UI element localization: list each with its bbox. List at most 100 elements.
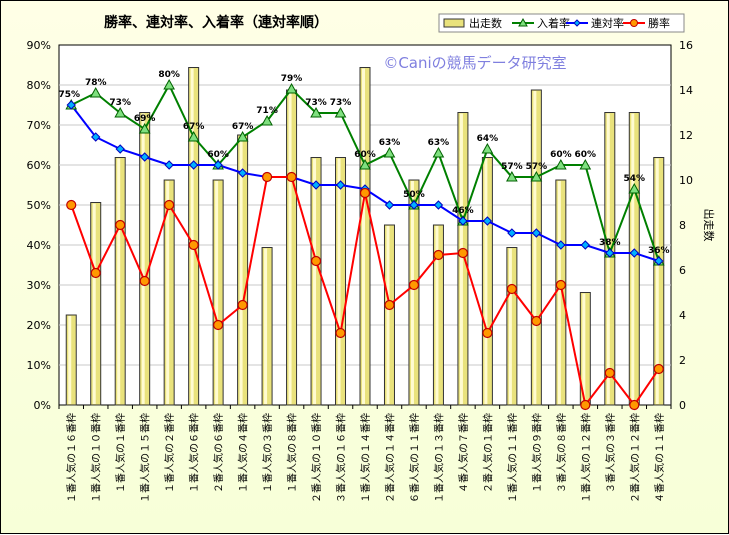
marker-triangle — [530, 170, 543, 182]
bar — [261, 247, 273, 406]
bar — [383, 224, 395, 406]
marker-triangle — [310, 106, 322, 118]
bar-highlight — [141, 113, 145, 404]
marker-circle — [506, 283, 517, 295]
bar — [481, 157, 493, 406]
x-tick-label: １番人気の６番枠 — [188, 413, 201, 493]
x-tick-label: ３番人気の８番枠 — [555, 413, 568, 493]
bar-highlight — [337, 158, 341, 404]
y2-tick-label: 12 — [679, 129, 693, 142]
marker-diamond — [531, 228, 542, 238]
x-tick-label: １番人気の３番枠 — [261, 413, 274, 493]
bar — [653, 157, 665, 406]
bar — [163, 179, 175, 406]
legend-swatch — [443, 18, 465, 28]
x-tick-label: ２番人気の１番枠 — [481, 413, 494, 493]
marker-triangle — [236, 130, 249, 142]
marker-circle — [310, 255, 322, 267]
data-label: 50% — [403, 190, 425, 200]
marker-triangle — [114, 106, 127, 118]
marker-circle — [164, 199, 175, 211]
bar — [188, 67, 200, 406]
data-label: 63% — [428, 138, 450, 148]
bar-highlight — [508, 248, 512, 404]
bar-highlight — [435, 226, 439, 404]
data-label: 80% — [158, 70, 180, 80]
x-tick-label: １番人気の８番枠 — [286, 413, 299, 493]
data-label: 54% — [624, 174, 646, 184]
marker-diamond — [556, 240, 566, 250]
legend-marker — [518, 17, 528, 27]
line-series — [65, 78, 665, 411]
y2-tick-label: 0 — [679, 399, 686, 412]
bar-highlight — [288, 91, 292, 404]
y-tick-label: 0% — [34, 399, 51, 412]
bar-highlight — [582, 293, 586, 404]
marker-diamond — [458, 216, 468, 226]
marker-diamond — [654, 256, 664, 266]
marker-circle — [457, 247, 469, 259]
y-tick-label: 60% — [27, 159, 51, 172]
marker-diamond — [482, 216, 493, 226]
marker-triangle — [432, 146, 445, 158]
x-tick-label: １番人気の１１番枠 — [506, 413, 519, 503]
marker-diamond — [213, 160, 223, 170]
marker-triangle — [138, 122, 151, 134]
x-tick-label: １番人気の４番枠 — [237, 413, 250, 493]
marker-diamond — [629, 248, 639, 258]
data-label: 57% — [501, 162, 523, 172]
data-label: 78% — [85, 78, 107, 88]
data-label: 60% — [575, 150, 597, 160]
data-label: 79% — [281, 74, 303, 84]
bar-highlight — [410, 181, 414, 404]
y2-tick-label: 4 — [679, 309, 686, 322]
y-tick-label: 80% — [27, 79, 51, 92]
watermark-text: ©Caniの競馬データ研究室 — [383, 54, 566, 72]
marker-circle — [115, 219, 126, 231]
bar — [628, 112, 640, 406]
data-label: 60% — [354, 150, 376, 160]
bar — [139, 112, 151, 406]
y2-tick-label: 14 — [679, 84, 693, 97]
marker-circle — [580, 399, 591, 411]
bar — [212, 179, 224, 406]
marker-triangle — [506, 170, 518, 182]
bar-highlight — [68, 316, 72, 404]
marker-diamond — [605, 248, 615, 258]
data-labels: 75%78%73%69%80%67%60%67%71%79%73% 73%60%6… — [58, 70, 669, 256]
bar — [408, 179, 420, 406]
bar-highlight — [166, 181, 170, 404]
x-tick-label: １番人気の１２番枠 — [579, 413, 592, 503]
bar-highlight — [484, 158, 488, 404]
marker-diamond — [433, 200, 444, 210]
marker-triangle — [481, 142, 494, 154]
data-label: 38% — [599, 238, 621, 248]
marker-circle — [653, 363, 664, 375]
bar-highlight — [557, 181, 561, 404]
legend-item: 勝率 — [623, 16, 670, 30]
bar-highlight — [362, 68, 365, 404]
legend-marker — [573, 19, 581, 27]
legend-label: 勝率 — [648, 16, 670, 30]
x-tick-label: １番人気の１６番枠 — [65, 413, 78, 503]
x-tick-label: １番人気の１０番枠 — [90, 413, 103, 503]
legend-item: 出走数 — [443, 16, 502, 30]
bar — [114, 157, 126, 406]
marker-triangle — [163, 78, 176, 90]
y2-tick-label: 8 — [679, 219, 686, 232]
x-tick-label: ４番人気の１１番枠 — [653, 413, 666, 503]
data-label: 36% — [648, 246, 670, 256]
data-label: 71% — [256, 106, 278, 116]
x-tick-label: １番人気の１３番枠 — [432, 413, 445, 503]
data-label: 63% — [379, 138, 401, 148]
bar — [432, 224, 444, 406]
x-tick-label: ２番人気の１２番枠 — [628, 413, 641, 503]
x-tick-label: ２番人気の６番枠 — [212, 413, 225, 493]
y-tick-label: 90% — [27, 39, 51, 52]
data-label: 73% — [109, 98, 131, 108]
marker-diamond — [507, 228, 517, 238]
marker-triangle — [334, 106, 347, 118]
marker-triangle — [285, 82, 298, 94]
marker-circle — [359, 187, 371, 199]
